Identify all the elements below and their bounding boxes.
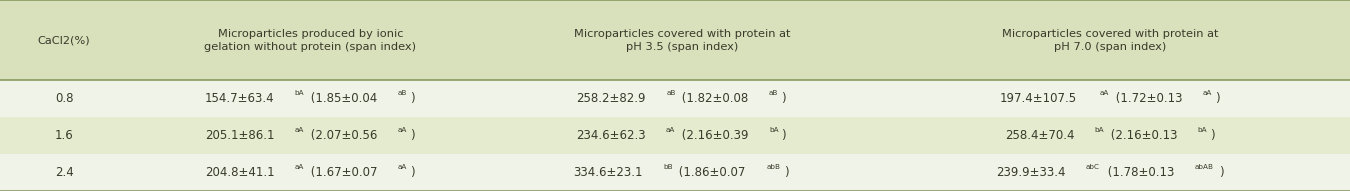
Text: 258.2±82.9: 258.2±82.9 [576,92,647,105]
Text: abAB: abAB [1195,164,1214,170]
Text: aA: aA [398,164,408,170]
Text: ): ) [784,166,788,179]
Text: (2.16±0.39: (2.16±0.39 [678,129,748,142]
FancyBboxPatch shape [0,0,1350,80]
Text: aA: aA [666,127,675,133]
Text: bA: bA [294,90,305,96]
Text: 1.6: 1.6 [55,129,73,142]
Text: 239.9±33.4: 239.9±33.4 [996,166,1065,179]
Text: 334.6±23.1: 334.6±23.1 [574,166,643,179]
Text: Microparticles covered with protein at
pH 3.5 (span index): Microparticles covered with protein at p… [574,29,790,52]
Text: bA: bA [1197,127,1207,133]
Text: Microparticles produced by ionic
gelation without protein (span index): Microparticles produced by ionic gelatio… [204,29,417,52]
Text: 197.4±107.5: 197.4±107.5 [1000,92,1077,105]
Text: aB: aB [666,90,675,96]
Text: abC: abC [1085,164,1099,170]
Text: (2.16±0.13: (2.16±0.13 [1107,129,1177,142]
Text: (1.67±0.07: (1.67±0.07 [306,166,378,179]
Text: aB: aB [769,90,779,96]
Text: bA: bA [769,127,779,133]
Text: ): ) [782,129,786,142]
Text: ): ) [410,129,414,142]
Text: bA: bA [1095,127,1104,133]
Text: ): ) [1215,92,1219,105]
Text: 258.4±70.4: 258.4±70.4 [1004,129,1075,142]
Text: (1.85±0.04: (1.85±0.04 [308,92,378,105]
Text: Microparticles covered with protein at
pH 7.0 (span index): Microparticles covered with protein at p… [1002,29,1219,52]
Text: ): ) [1210,129,1215,142]
Text: 2.4: 2.4 [55,166,73,179]
Text: aB: aB [398,90,408,96]
Text: (1.86±0.07: (1.86±0.07 [675,166,745,179]
Text: 154.7±63.4: 154.7±63.4 [205,92,274,105]
Text: 0.8: 0.8 [55,92,73,105]
Text: ): ) [410,166,414,179]
Text: aA: aA [294,127,304,133]
Text: ): ) [1219,166,1223,179]
Text: 204.8±41.1: 204.8±41.1 [205,166,274,179]
FancyBboxPatch shape [0,80,1350,117]
Text: aA: aA [1099,90,1108,96]
Text: 205.1±86.1: 205.1±86.1 [205,129,274,142]
FancyBboxPatch shape [0,117,1350,154]
Text: aA: aA [294,164,304,170]
Text: (1.82±0.08: (1.82±0.08 [678,92,748,105]
Text: aA: aA [1203,90,1212,96]
Text: aA: aA [398,127,408,133]
Text: abB: abB [767,164,780,170]
Text: (1.78±0.13: (1.78±0.13 [1103,166,1174,179]
Text: (1.72±0.13: (1.72±0.13 [1111,92,1183,105]
Text: bB: bB [663,164,672,170]
Text: CaCl2(%): CaCl2(%) [38,35,90,45]
Text: 234.6±62.3: 234.6±62.3 [576,129,645,142]
FancyBboxPatch shape [0,154,1350,191]
Text: (2.07±0.56: (2.07±0.56 [306,129,378,142]
Text: ): ) [782,92,786,105]
Text: ): ) [410,92,414,105]
